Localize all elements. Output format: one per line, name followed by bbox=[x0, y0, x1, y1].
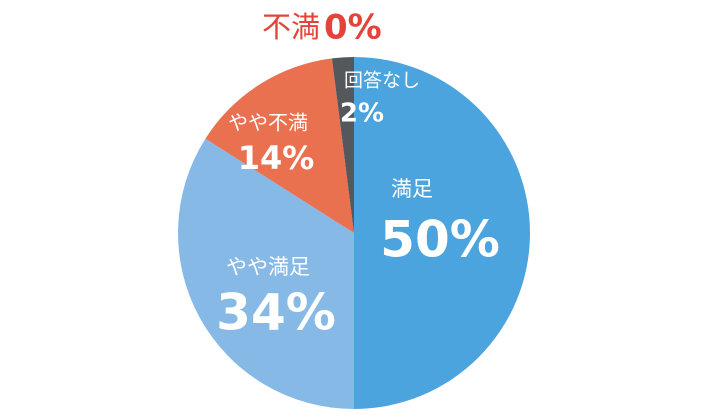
slice-label: やや不満 bbox=[228, 111, 308, 135]
value-label: 2% bbox=[340, 99, 384, 129]
pie-slice bbox=[205, 58, 354, 233]
pie-slice bbox=[354, 57, 530, 409]
pie-slice bbox=[177, 138, 354, 409]
value-label: 0% bbox=[324, 8, 382, 48]
pie-slice bbox=[331, 57, 354, 233]
slice-label: 回答なし bbox=[344, 70, 420, 92]
value-label: 14% bbox=[238, 139, 315, 177]
slice-label: 不満 bbox=[262, 10, 320, 44]
value-label: 34% bbox=[216, 284, 336, 342]
slice-label: やや満足 bbox=[226, 255, 310, 279]
value-label: 50% bbox=[380, 211, 500, 269]
slice-label: 満足 bbox=[391, 177, 433, 201]
